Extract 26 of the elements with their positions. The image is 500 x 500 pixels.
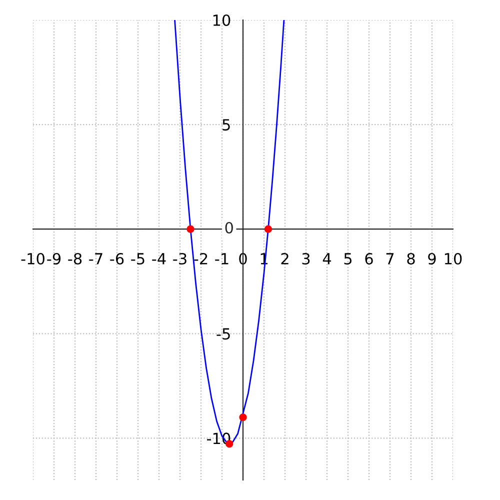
x-tick-label: -7 <box>89 253 102 264</box>
point <box>186 225 194 233</box>
point <box>239 413 247 422</box>
point <box>264 225 272 233</box>
x-tick-label: 2 <box>281 252 288 264</box>
x-tick-label: -2 <box>194 252 208 264</box>
y-tick-label: 0 <box>225 222 233 234</box>
y-tick-label: 5 <box>222 119 230 131</box>
x-tick-label: -9 <box>47 252 61 265</box>
x-tick-label: 7 <box>386 253 394 264</box>
x-tick-label: -1 <box>215 253 228 264</box>
x-tick-label: -8 <box>68 252 82 265</box>
x-tick-label: -5 <box>131 253 144 265</box>
x-tick-label: 10 <box>444 252 462 265</box>
x-tick-label: 9 <box>428 252 436 265</box>
y-tick-label: 10 <box>213 14 230 26</box>
x-tick-label: -4 <box>152 253 166 264</box>
x-tick-label: 4 <box>322 253 332 264</box>
x-tick-label: 8 <box>407 252 415 265</box>
x-tick-label: -3 <box>173 252 186 265</box>
y-tick-label: -5 <box>216 328 230 340</box>
x-tick-label: 6 <box>365 252 373 265</box>
x-tick-label: -6 <box>110 252 124 265</box>
x-tick-label: 3 <box>302 252 310 265</box>
x-tick-label: -10 <box>21 252 44 265</box>
x-tick-label: 5 <box>344 253 352 265</box>
